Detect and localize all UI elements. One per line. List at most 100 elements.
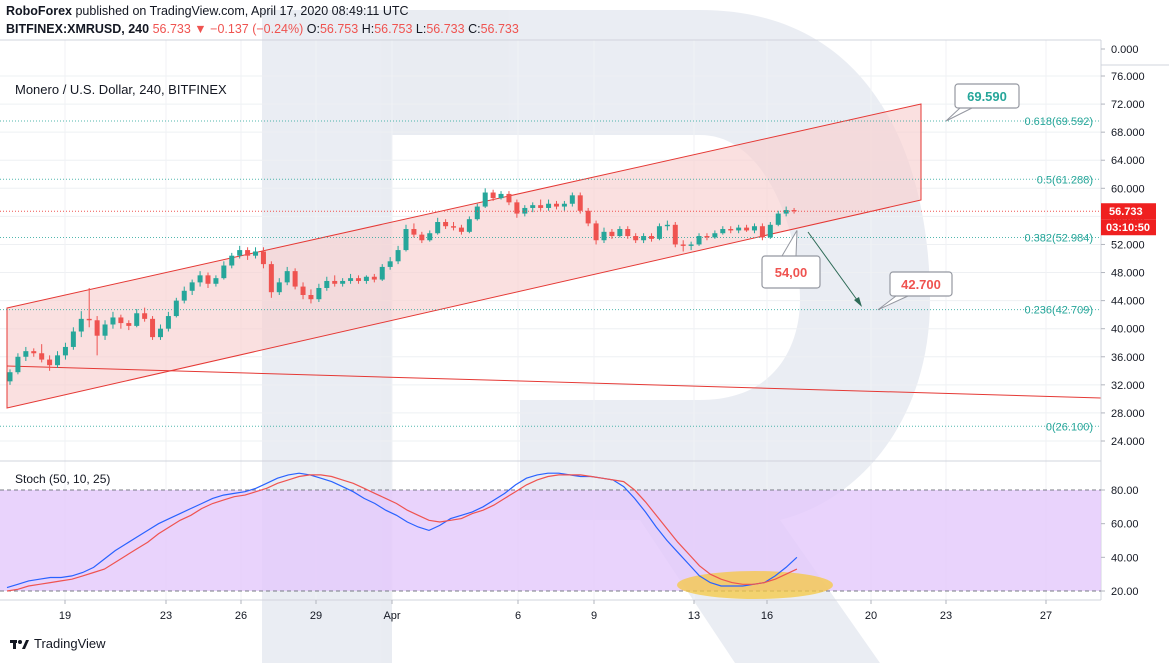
stoch-tick-label: 20.00 bbox=[1111, 586, 1139, 598]
candle-body bbox=[387, 261, 393, 267]
candle-body bbox=[15, 356, 21, 373]
candle-body bbox=[308, 295, 314, 300]
candle-body bbox=[641, 236, 647, 241]
tradingview-wordmark: TradingView bbox=[34, 636, 106, 651]
candle-body bbox=[340, 280, 346, 284]
candle-body bbox=[680, 244, 686, 246]
pair-title[interactable]: Monero / U.S. Dollar, 240, BITFINEX bbox=[15, 82, 227, 97]
candle-body bbox=[324, 280, 330, 288]
candle-body bbox=[609, 231, 615, 237]
candle-body bbox=[546, 203, 552, 208]
stoch-pane[interactable] bbox=[0, 472, 1101, 599]
candle-body bbox=[181, 290, 187, 301]
candle-body bbox=[7, 372, 13, 382]
candle-body bbox=[451, 226, 457, 228]
candle-body bbox=[237, 250, 243, 256]
low-value: 56.733 bbox=[426, 22, 465, 36]
countdown-badge bbox=[1101, 219, 1156, 236]
candle-body bbox=[435, 222, 441, 234]
published-text: published on TradingView.com, April 17, … bbox=[75, 4, 409, 18]
price-tick-label: 64.000 bbox=[1111, 155, 1145, 167]
candle-body bbox=[189, 282, 195, 291]
candle-body bbox=[134, 313, 140, 326]
candle-body bbox=[704, 236, 710, 238]
candle-body bbox=[126, 323, 132, 326]
candle-body bbox=[482, 192, 488, 207]
time-axis[interactable]: 19 23 26 29 Apr 6 9 13 16 20 23 27 bbox=[59, 600, 1052, 622]
callout-box bbox=[761, 255, 821, 289]
callout-box bbox=[954, 83, 1020, 109]
candle-body bbox=[268, 264, 274, 293]
candle-body bbox=[260, 251, 266, 265]
candle-body bbox=[490, 192, 496, 199]
candle-body bbox=[300, 286, 306, 295]
candle-body bbox=[94, 320, 100, 336]
high-value: 56.753 bbox=[374, 22, 413, 36]
stoch-d-line bbox=[6, 474, 798, 592]
symbol-info: BITFINEX:XMRUSD, 240 56.733 ▼ −0.137 (−0… bbox=[6, 22, 519, 36]
oversold-highlight bbox=[677, 571, 833, 599]
tradingview-icon bbox=[10, 639, 29, 649]
down-arrow-icon: ▼ bbox=[194, 22, 207, 36]
candle-body bbox=[736, 227, 742, 231]
candle-body bbox=[569, 195, 575, 204]
last-price: 56.733 bbox=[152, 22, 191, 36]
candle-body bbox=[284, 271, 290, 283]
candle-body bbox=[205, 275, 211, 284]
price-tick-label: 24.000 bbox=[1111, 436, 1145, 448]
support-trendline bbox=[6, 365, 1102, 399]
price-tick-label: 52.000 bbox=[1111, 239, 1145, 251]
candle-body bbox=[332, 280, 338, 284]
candle-body bbox=[62, 346, 68, 356]
candle-body bbox=[696, 236, 702, 245]
price-axis[interactable]: 0.00076.00072.00068.00064.00060.00056.00… bbox=[1101, 44, 1156, 448]
candle-body bbox=[292, 271, 298, 287]
candle-body bbox=[759, 226, 765, 238]
symbol-name[interactable]: BITFINEX:XMRUSD, 240 bbox=[6, 22, 150, 36]
candle-body bbox=[720, 229, 726, 234]
stoch-axis[interactable]: 80.00 60.00 40.00 20.00 bbox=[1101, 485, 1139, 598]
stoch-title[interactable]: Stoch (50, 10, 25) bbox=[15, 472, 111, 486]
price-tick-label: 44.000 bbox=[1111, 296, 1145, 308]
candle-body bbox=[443, 222, 449, 227]
time-tick-label: 23 bbox=[940, 610, 952, 622]
time-tick-label: 6 bbox=[515, 610, 521, 622]
candle-body bbox=[728, 229, 734, 231]
candle-body bbox=[348, 278, 354, 281]
fib-level-label: 0.618(69.592) bbox=[1025, 116, 1094, 128]
candle-body bbox=[229, 255, 235, 266]
publisher-name[interactable]: RoboForex bbox=[6, 4, 72, 18]
stoch-k-line bbox=[6, 472, 798, 589]
forecast-arrow-line bbox=[807, 231, 861, 305]
time-tick-label: 27 bbox=[1040, 610, 1052, 622]
candle-body bbox=[506, 193, 512, 203]
price-tick-label: 40.000 bbox=[1111, 324, 1145, 336]
close-label: C: bbox=[468, 22, 481, 36]
candle-body bbox=[110, 317, 116, 325]
candle-body bbox=[427, 233, 433, 241]
candle-body bbox=[625, 229, 631, 237]
candle-body bbox=[165, 316, 171, 329]
callout-text: 69.590 bbox=[967, 89, 1007, 104]
candle-body bbox=[688, 244, 694, 246]
candle-body bbox=[530, 205, 536, 208]
candle-body bbox=[656, 226, 662, 239]
candle-body bbox=[751, 226, 757, 231]
close-value: 56.733 bbox=[480, 22, 519, 36]
candle-body bbox=[276, 282, 282, 293]
candle-body bbox=[553, 203, 559, 207]
candle-body bbox=[23, 351, 29, 357]
candle-body bbox=[86, 318, 92, 321]
price-tick-label: 76.000 bbox=[1111, 71, 1145, 83]
candle-body bbox=[363, 276, 369, 281]
price-tick-label: 60.000 bbox=[1111, 183, 1145, 195]
price-change: −0.137 (−0.24%) bbox=[210, 22, 304, 36]
candle-body bbox=[712, 233, 718, 238]
stoch-tick-label: 40.00 bbox=[1111, 552, 1139, 564]
publish-info: RoboForex published on TradingView.com, … bbox=[6, 4, 409, 18]
low-label: L: bbox=[415, 22, 427, 36]
tradingview-logo[interactable]: TradingView bbox=[10, 636, 106, 651]
candle-body bbox=[102, 324, 108, 336]
stoch-tick-label: 80.00 bbox=[1111, 485, 1139, 497]
